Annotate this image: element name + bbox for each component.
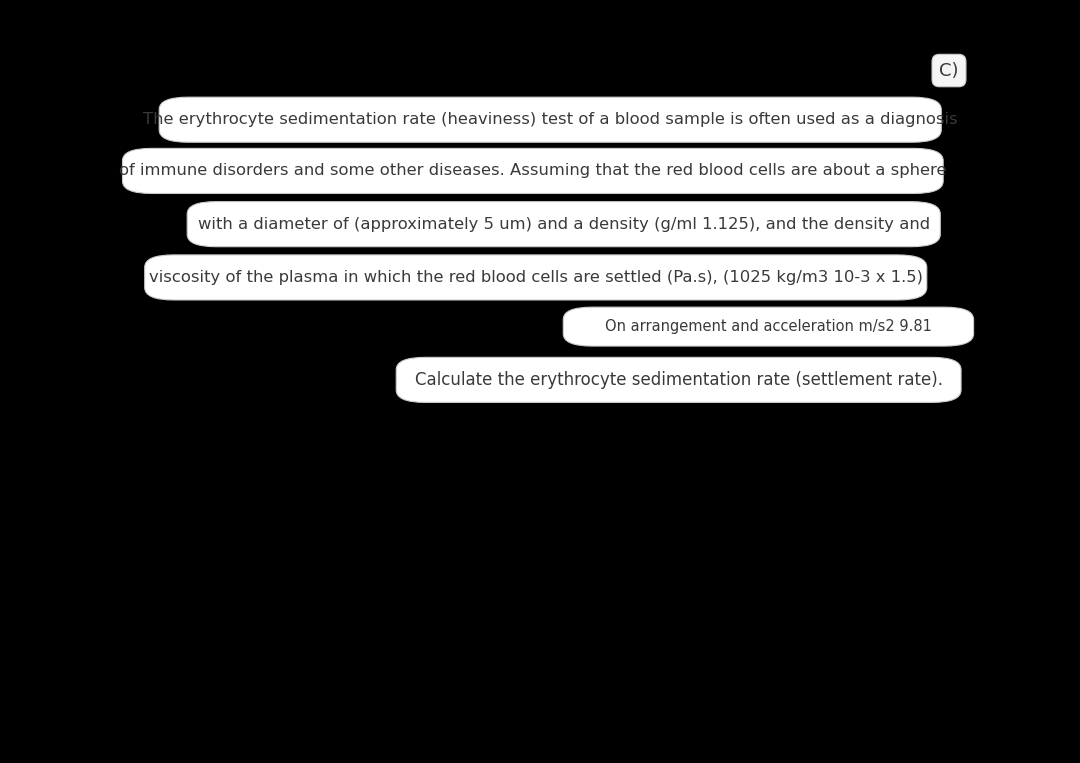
FancyBboxPatch shape — [159, 97, 942, 142]
FancyBboxPatch shape — [187, 201, 941, 246]
FancyBboxPatch shape — [145, 255, 927, 300]
FancyBboxPatch shape — [396, 357, 961, 402]
Text: C): C) — [940, 62, 959, 79]
Text: On arrangement and acceleration m/s2 9.81: On arrangement and acceleration m/s2 9.8… — [605, 319, 932, 334]
FancyBboxPatch shape — [564, 307, 973, 346]
Text: The erythrocyte sedimentation rate (heaviness) test of a blood sample is often u: The erythrocyte sedimentation rate (heav… — [143, 112, 958, 127]
Text: Calculate the erythrocyte sedimentation rate (settlement rate).: Calculate the erythrocyte sedimentation … — [415, 371, 943, 389]
Text: viscosity of the plasma in which the red blood cells are settled (Pa.s), (1025 k: viscosity of the plasma in which the red… — [149, 270, 922, 285]
FancyBboxPatch shape — [122, 148, 943, 194]
Text: with a diameter of (approximately 5 um) and a density (g/ml 1.125), and the dens: with a diameter of (approximately 5 um) … — [198, 217, 930, 232]
Text: of immune disorders and some other diseases. Assuming that the red blood cells a: of immune disorders and some other disea… — [119, 163, 946, 179]
